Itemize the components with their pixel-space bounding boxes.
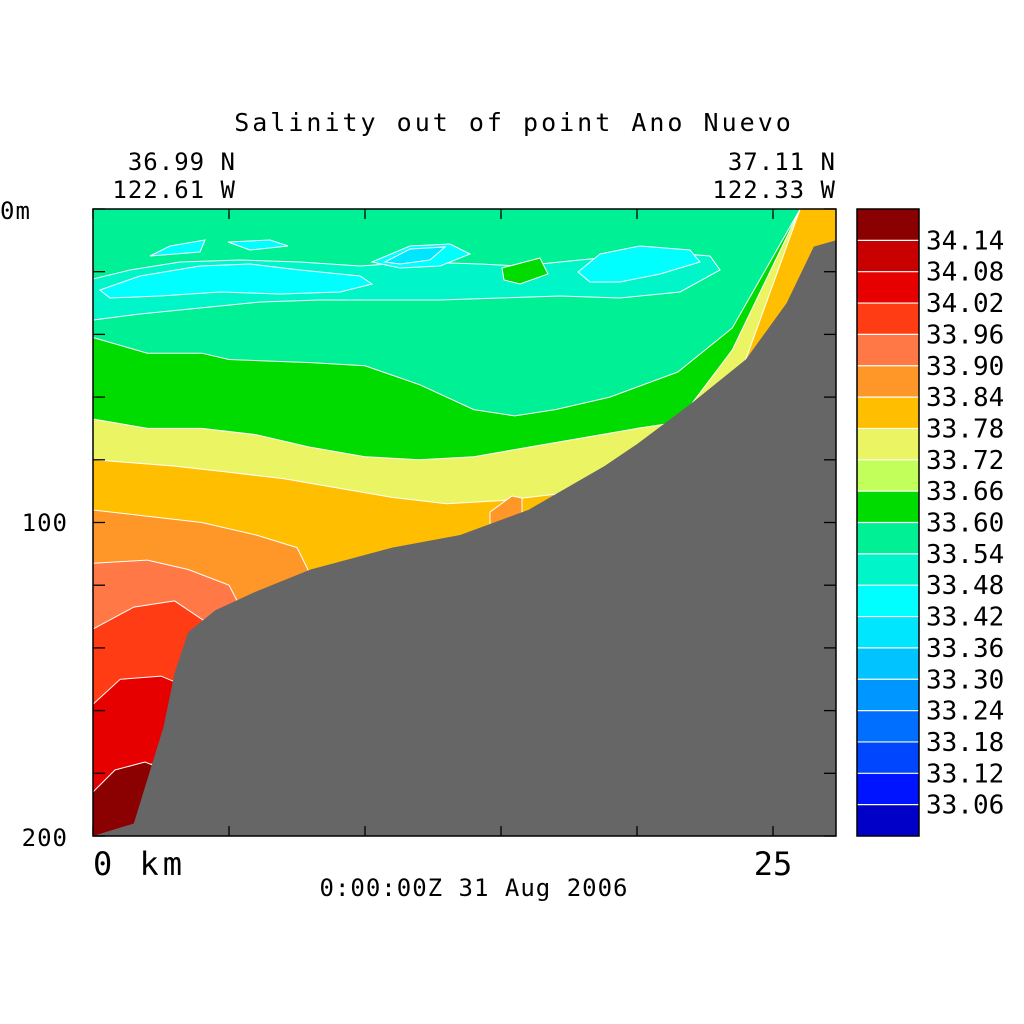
colorbar-label: 33.96 [926, 320, 1004, 350]
colorbar-swatch [857, 209, 919, 241]
colorbar-label: 34.02 [926, 289, 1004, 319]
colorbar-label: 33.84 [926, 383, 1004, 413]
colorbar-label: 33.18 [926, 728, 1004, 758]
colorbar-label: 34.08 [926, 258, 1004, 288]
start-longitude: 122.61 W [112, 176, 236, 204]
salinity-region-33.42 [98, 263, 374, 299]
colorbar-swatch [857, 271, 919, 304]
colorbar-swatch [857, 647, 919, 680]
colorbar-swatch [857, 710, 919, 743]
colorbar-swatch [857, 428, 919, 461]
colorbar-label: 33.60 [926, 509, 1004, 539]
colorbar-swatch [857, 522, 919, 555]
colorbar-swatch [857, 585, 919, 618]
colorbar-label: 33.54 [926, 540, 1004, 570]
colorbar-label: 33.72 [926, 446, 1004, 476]
end-latitude: 37.11 N [728, 148, 836, 176]
colorbar-label: 33.24 [926, 697, 1004, 727]
colorbar-swatch [857, 553, 919, 586]
colorbar-swatch [857, 365, 919, 398]
colorbar-swatch [857, 459, 919, 492]
colorbar-swatch [857, 491, 919, 523]
colorbar-swatch [857, 397, 919, 429]
colorbar-swatch [857, 679, 919, 712]
colorbar-swatch [857, 240, 919, 273]
chart-title: Salinity out of point Ano Nuevo [234, 108, 794, 137]
salinity-region-33.36 [383, 246, 447, 265]
colorbar-swatch [857, 303, 919, 335]
salinity-region-33.42 [577, 245, 701, 283]
colorbar-label: 33.30 [926, 665, 1004, 695]
colorbar-label: 33.42 [926, 603, 1004, 633]
end-longitude: 122.33 W [712, 176, 836, 204]
colorbar-frame [856, 208, 920, 837]
y-label-middle: 100 [22, 509, 68, 537]
colorbar-label: 34.14 [926, 226, 1004, 256]
start-latitude: 36.99 N [128, 148, 236, 176]
colorbar-swatch [857, 773, 919, 806]
colorbar-label: 33.36 [926, 634, 1004, 664]
colorbar-swatch [857, 616, 919, 649]
colorbar-label: 33.06 [926, 791, 1004, 821]
timestamp: 0:00:00Z 31 Aug 2006 [320, 874, 629, 902]
salinity-region-33.42 [149, 239, 206, 257]
colorbar-label: 33.90 [926, 352, 1004, 382]
y-label-bottom: 200 [22, 824, 68, 852]
colorbar-label: 33.66 [926, 477, 1004, 507]
colorbar-swatch [857, 741, 919, 774]
x-label-start: 0 km [93, 845, 186, 883]
colorbar-label: 33.12 [926, 759, 1004, 789]
seafloor-bathymetry [93, 240, 836, 837]
plot-area [92, 208, 837, 837]
x-label-25: 25 [754, 845, 793, 883]
salinity-region-33.60-patch [501, 257, 549, 285]
colorbar-label: 33.78 [926, 415, 1004, 445]
colorbar: 34.1434.0834.0233.9633.9033.8433.7833.72… [856, 208, 1004, 837]
colorbar-swatch [857, 334, 919, 367]
salinity-region-33.42 [227, 239, 289, 251]
colorbar-swatch [857, 804, 919, 837]
colorbar-label: 33.48 [926, 571, 1004, 601]
y-label-top: 0m [0, 197, 31, 225]
